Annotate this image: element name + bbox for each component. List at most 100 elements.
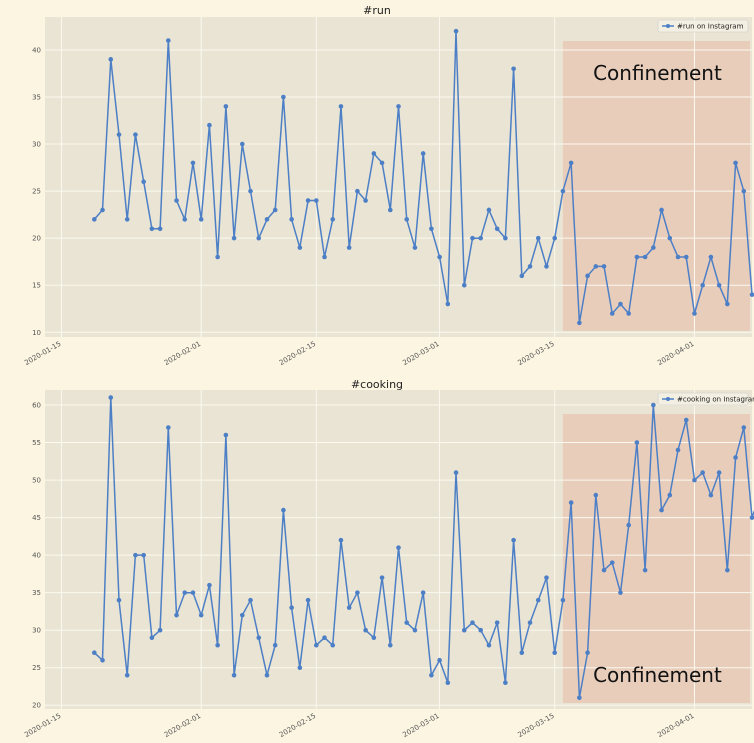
data-point bbox=[264, 672, 270, 678]
data-point bbox=[700, 470, 705, 475]
data-point bbox=[355, 188, 360, 194]
data-point bbox=[708, 492, 714, 498]
data-point bbox=[733, 455, 738, 460]
data-point bbox=[494, 620, 500, 625]
data-point bbox=[322, 254, 327, 260]
data-point bbox=[141, 552, 146, 558]
data-point bbox=[642, 567, 648, 573]
data-point bbox=[478, 627, 484, 633]
y-tick-label: 25 bbox=[32, 664, 41, 672]
data-point bbox=[116, 597, 122, 603]
data-point bbox=[387, 642, 393, 648]
series-line bbox=[93, 31, 754, 324]
data-point bbox=[741, 425, 747, 430]
data-point bbox=[174, 198, 179, 203]
x-tick-label: 2020-03-01 bbox=[401, 340, 440, 367]
data-point bbox=[445, 301, 451, 307]
data-point bbox=[634, 254, 640, 260]
data-point bbox=[313, 198, 319, 203]
y-tick-label: 40 bbox=[32, 552, 41, 560]
data-point bbox=[100, 207, 105, 213]
data-point bbox=[560, 188, 566, 194]
data-point bbox=[116, 132, 122, 137]
data-point bbox=[437, 657, 442, 663]
data-point bbox=[429, 672, 434, 678]
data-point bbox=[272, 207, 278, 213]
data-point bbox=[733, 160, 738, 166]
data-point bbox=[108, 57, 114, 62]
data-point bbox=[379, 575, 385, 580]
x-tick-label: 2020-02-01 bbox=[163, 340, 202, 367]
data-point bbox=[593, 264, 599, 269]
data-point bbox=[568, 160, 574, 166]
run-chart: #run 10 15 20 25 30 35 40 2020-01-15 2020-02-01 2… bbox=[23, 4, 754, 367]
data-point bbox=[338, 104, 344, 109]
cooking-chart-svg: #cooking 20 25 30 35 40 45 50 55 60 2020-01-15 202… bbox=[23, 378, 754, 739]
data-point bbox=[585, 650, 590, 656]
data-point bbox=[420, 590, 426, 595]
data-point bbox=[618, 590, 623, 595]
data-point bbox=[659, 507, 664, 513]
data-point bbox=[141, 179, 146, 185]
data-point bbox=[240, 141, 245, 147]
data-point bbox=[544, 575, 549, 580]
data-point bbox=[552, 235, 557, 241]
x-tick-label: 2020-04-01 bbox=[656, 340, 695, 367]
data-point bbox=[182, 590, 188, 595]
data-point bbox=[313, 642, 319, 648]
data-point bbox=[166, 425, 171, 430]
data-point bbox=[248, 597, 253, 603]
data-point bbox=[256, 235, 262, 241]
data-point bbox=[412, 627, 418, 633]
data-point bbox=[198, 612, 204, 618]
data-point bbox=[741, 188, 747, 194]
data-point bbox=[157, 627, 163, 633]
legend: #cooking on Instagram bbox=[657, 392, 754, 406]
data-point bbox=[519, 273, 525, 279]
data-point bbox=[470, 235, 475, 241]
data-point bbox=[527, 264, 533, 269]
data-point bbox=[692, 477, 697, 483]
data-point bbox=[305, 597, 311, 603]
data-point bbox=[577, 695, 582, 701]
data-point bbox=[609, 560, 615, 565]
confinement-label: Confinement bbox=[593, 663, 722, 687]
data-point bbox=[322, 635, 327, 640]
data-point bbox=[305, 198, 311, 203]
data-point bbox=[601, 567, 607, 573]
confinement-region bbox=[562, 414, 750, 703]
data-point bbox=[453, 470, 459, 475]
data-point bbox=[560, 597, 566, 603]
data-point bbox=[387, 207, 393, 213]
data-point bbox=[749, 515, 754, 520]
y-tick-label: 45 bbox=[32, 514, 41, 522]
data-point bbox=[716, 470, 722, 475]
legend-marker bbox=[666, 24, 670, 28]
data-point bbox=[92, 217, 97, 222]
data-point bbox=[716, 282, 722, 288]
y-tick-label: 15 bbox=[32, 282, 41, 290]
data-point bbox=[215, 254, 220, 260]
y-tick-label: 35 bbox=[32, 94, 41, 102]
data-point bbox=[248, 188, 253, 194]
data-point bbox=[396, 545, 401, 550]
data-point bbox=[379, 160, 385, 166]
data-point bbox=[297, 665, 303, 671]
data-point bbox=[166, 38, 171, 43]
run-chart-svg: #run 10 15 20 25 30 35 40 2020-01-15 2020-02-01 2… bbox=[23, 4, 754, 367]
series-line bbox=[93, 397, 754, 698]
cooking-chart: #cooking 20 25 30 35 40 45 50 55 60 2020-01-15 202… bbox=[0, 372, 754, 743]
data-point bbox=[642, 254, 648, 260]
y-tick-label: 25 bbox=[32, 188, 41, 196]
data-point bbox=[157, 226, 163, 232]
data-point bbox=[626, 311, 631, 316]
data-point bbox=[190, 160, 196, 166]
data-point bbox=[281, 507, 286, 513]
series-points bbox=[92, 28, 754, 326]
x-tick-label: 2020-03-15 bbox=[516, 712, 555, 739]
data-point bbox=[486, 642, 492, 648]
data-point bbox=[494, 226, 500, 232]
data-point bbox=[577, 320, 582, 326]
data-point bbox=[601, 264, 607, 269]
data-point bbox=[437, 254, 442, 260]
